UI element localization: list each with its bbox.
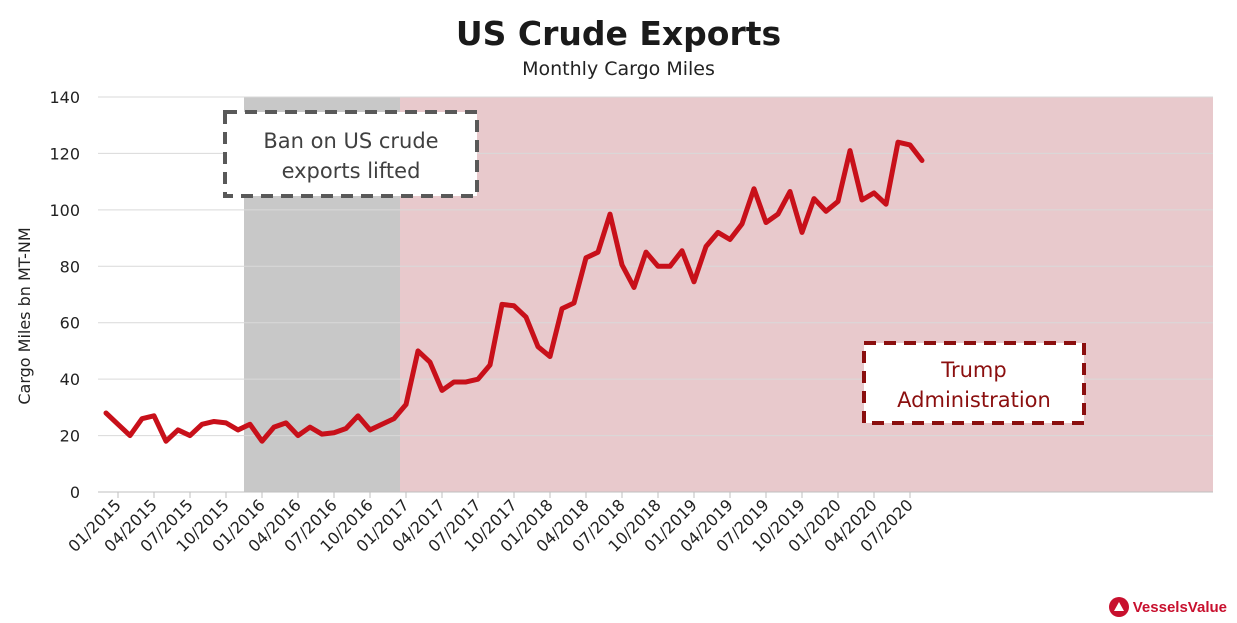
logo-text: VesselsValue	[1132, 598, 1227, 616]
ban-annotation-line1: Ban on US crude	[263, 129, 438, 153]
y-tick-label: 0	[70, 483, 80, 502]
logo-icon	[1108, 597, 1129, 617]
y-tick-label: 80	[60, 257, 80, 276]
trump-administration-region	[400, 97, 1213, 492]
vesselsvalue-logo: VesselsValue	[1108, 597, 1227, 617]
y-tick-label: 40	[60, 370, 80, 389]
y-axis-label: Cargo Miles bn MT-NM	[15, 227, 34, 404]
chart-title: US Crude Exports	[455, 14, 782, 53]
y-tick-label: 140	[49, 88, 80, 107]
trump-annotation-box	[862, 341, 1086, 425]
chart-subtitle: Monthly Cargo Miles	[522, 58, 715, 80]
y-tick-label: 20	[60, 427, 80, 446]
trump-annotation-line1: Trump	[940, 358, 1006, 382]
y-tick-label: 100	[49, 201, 80, 220]
trump-annotation-line2: Administration	[897, 388, 1051, 412]
y-tick-label: 60	[60, 314, 80, 333]
y-tick-label: 120	[49, 144, 80, 163]
cargo-miles-series-line	[103, 139, 925, 444]
ban-annotation-line2: exports lifted	[282, 159, 421, 183]
ban-annotation-box	[223, 110, 479, 198]
